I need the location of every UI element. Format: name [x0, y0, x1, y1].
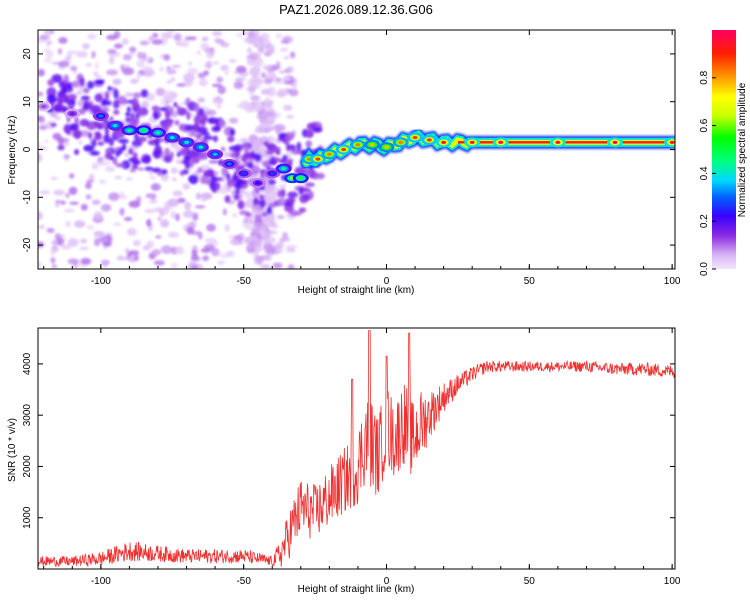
- snr-frame: [37, 327, 676, 570]
- spectrogram-x-tick-label: 0: [384, 276, 390, 287]
- spectrogram-ridge: [38, 101, 675, 188]
- colorbar-tick-label: 0.8: [699, 70, 710, 84]
- spectrogram-y-axis-label: Frequency (Hz): [7, 116, 18, 185]
- ridge-point-core: [126, 128, 132, 132]
- ridge-point-core: [669, 140, 675, 144]
- spectrogram-y-tick-label: 0: [22, 146, 33, 152]
- ridge-point-core: [169, 135, 175, 140]
- ridge-point-core: [498, 140, 504, 144]
- colorbar-tick-label: 0.6: [699, 118, 710, 132]
- ridge-point-core: [212, 152, 218, 156]
- spectrogram-x-axis-label: Height of straight line (km): [298, 285, 415, 296]
- spectrogram-heatmap: [38, 30, 675, 269]
- ridge-point-core: [184, 140, 190, 144]
- ridge-point-core: [612, 140, 618, 144]
- ridge-point-core: [281, 167, 287, 171]
- ridge-point-core: [255, 181, 261, 185]
- ridge-point-core: [269, 171, 275, 175]
- snr-x-tick-label: -50: [236, 576, 251, 587]
- spectrogram-x-tick-label: -100: [91, 276, 111, 287]
- snr-x-tick-label: 100: [664, 576, 681, 587]
- snr-x-tick-label: 0: [384, 576, 390, 587]
- ridge-point-core: [355, 143, 361, 147]
- ridge-point-core: [326, 152, 332, 156]
- ridge-point-core: [298, 176, 304, 180]
- snr-x-axis-label: Height of straight line (km): [298, 584, 415, 595]
- colorbar-tick-label: 0.0: [699, 262, 710, 276]
- colorbar-tick-label: 0.4: [699, 166, 710, 180]
- ridge-point-core: [412, 135, 418, 140]
- chart-title: PAZ1.2026.089.12.36.G06: [279, 2, 433, 17]
- colorbar: 0.0 0.2 0.4 0.6 0.8 Normalized spectral ampl…: [699, 30, 748, 276]
- spectrogram-x-tick-label: -50: [236, 276, 251, 287]
- colorbar-tick-label: 0.2: [699, 214, 710, 228]
- ridge-point-core: [369, 143, 375, 147]
- snr-y-axis-label: SNR (10 * v/v): [7, 418, 18, 482]
- ridge-point-core: [441, 140, 447, 144]
- spectrogram-y-tick-label: -10: [22, 190, 33, 205]
- snr-x-tick-label: 50: [524, 576, 536, 587]
- snr-panel: -100 -50 0 50 100 1000 2000 3000 4000 Height of…: [7, 327, 681, 595]
- spectrogram-x-tick-label: 50: [524, 276, 536, 287]
- ridge-point-core: [155, 131, 161, 135]
- ridge-point-core: [341, 147, 347, 152]
- snr-y-tick-label: 4000: [22, 352, 33, 375]
- ridge-point-core: [383, 145, 389, 149]
- ridge-point-core: [41, 104, 47, 109]
- ridge-point-core: [426, 138, 432, 142]
- snr-x-tick-label: -100: [91, 576, 111, 587]
- spectrogram-background-noise: [38, 30, 325, 269]
- snr-y-tick-label: 3000: [22, 404, 33, 427]
- ridge-point-core: [98, 114, 104, 118]
- colorbar-label: Normalized spectral amplitude: [737, 82, 748, 217]
- ridge-point-core: [315, 157, 321, 161]
- ridge-point-core: [469, 140, 475, 144]
- spectrogram-y-tick-label: -20: [22, 237, 33, 252]
- snr-y-tick-label: 2000: [22, 455, 33, 478]
- ridge-point-core: [398, 140, 404, 144]
- colorbar-gradient: [712, 30, 736, 269]
- ridge-point-core: [112, 124, 118, 128]
- ridge-point-core: [555, 140, 561, 144]
- snr-series-line: [38, 330, 675, 568]
- spectrogram-y-tick-label: 10: [22, 96, 33, 108]
- spectrogram-y-tick-label: 20: [22, 48, 33, 60]
- spectrogram-x-tick-label: 100: [664, 276, 681, 287]
- ridge-point-core: [141, 128, 147, 132]
- ridge-point-core: [241, 171, 247, 175]
- ridge-point-core: [226, 162, 232, 166]
- snr-y-tick-label: 1000: [22, 506, 33, 529]
- ridge-point-core: [69, 112, 75, 116]
- ridge-point-core: [198, 145, 204, 149]
